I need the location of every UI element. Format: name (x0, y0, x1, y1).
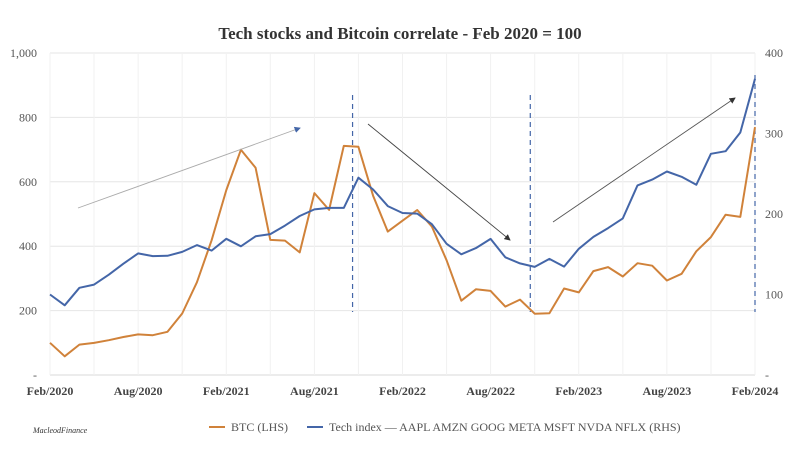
brand-logo: MacleodFinance (32, 426, 88, 435)
x-tick-label: Aug/2023 (643, 384, 692, 398)
x-axis-ticks: Feb/2020 Aug/2020 Feb/2021 Aug/2021 Feb/2022… (27, 384, 779, 398)
x-tick-label: Aug/2022 (466, 384, 515, 398)
legend-label-tech: Tech index — AAPL AMZN GOOG META MSFT NV… (329, 420, 681, 434)
left-tick-label: 800 (19, 110, 37, 124)
x-tick-label: Aug/2021 (290, 384, 339, 398)
left-tick-label: 400 (19, 239, 37, 253)
trend-arrow (77, 126, 301, 209)
x-tick-label: Feb/2021 (203, 384, 250, 398)
left-axis-ticks: - 200 400 600 800 1,000 (10, 46, 37, 382)
trend-arrow (552, 97, 736, 223)
legend: BTC (LHS) Tech index — AAPL AMZN GOOG ME… (209, 420, 681, 434)
left-tick-label: 600 (19, 175, 37, 189)
tech-index-line (49, 78, 756, 307)
chart-title: Tech stocks and Bitcoin correlate - Feb … (218, 24, 581, 43)
left-tick-label: 200 (19, 304, 37, 318)
right-tick-label: 200 (765, 207, 783, 221)
dashed-markers (351, 75, 756, 312)
gridlines (49, 52, 756, 376)
left-tick-label: 1,000 (10, 46, 37, 60)
series-lines (49, 78, 756, 358)
x-tick-label: Feb/2022 (379, 384, 426, 398)
x-tick-label: Aug/2020 (114, 384, 163, 398)
trend-arrows (77, 97, 736, 241)
legend-label-btc: BTC (LHS) (231, 420, 288, 434)
right-tick-label: 300 (765, 127, 783, 141)
right-tick-label: - (765, 368, 769, 382)
x-tick-label: Feb/2024 (732, 384, 779, 398)
right-tick-label: 400 (765, 46, 783, 60)
btc-line (49, 126, 756, 358)
left-tick-label: - (33, 368, 37, 382)
trend-arrow (367, 123, 511, 241)
x-tick-label: Feb/2020 (27, 384, 74, 398)
x-tick-label: Feb/2023 (555, 384, 602, 398)
right-tick-label: 100 (765, 288, 783, 302)
right-axis-ticks: 100 200 300 400 - (765, 46, 783, 382)
